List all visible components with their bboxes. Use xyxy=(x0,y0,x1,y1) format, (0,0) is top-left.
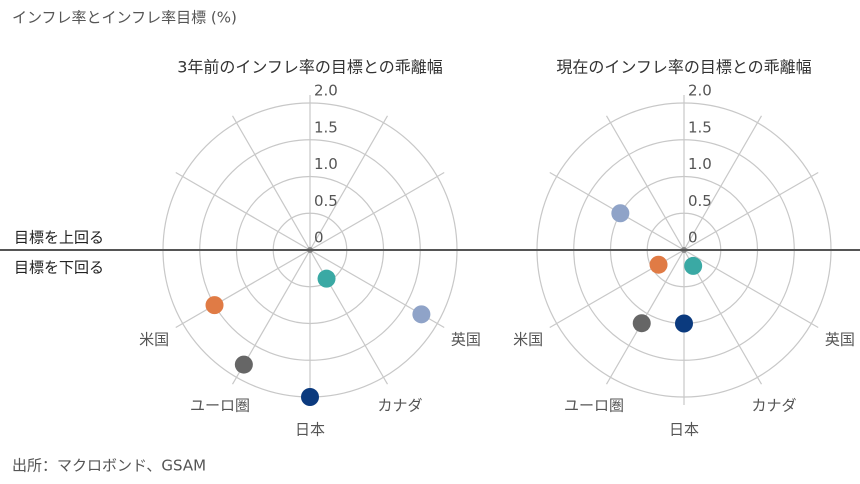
category-label: カナダ xyxy=(377,396,422,414)
category-label: ユーロ圏 xyxy=(190,396,250,414)
r-tick-label: 0.5 xyxy=(688,192,712,210)
chart-title: 現在のインフレ率の目標との乖離幅 xyxy=(556,58,811,77)
category-label: 英国 xyxy=(825,331,855,349)
point xyxy=(675,314,693,333)
category-label: 日本 xyxy=(669,421,699,439)
page-title: インフレ率とインフレ率目標 (%) xyxy=(12,9,237,27)
source: 出所：マクロボンド、GSAM xyxy=(12,457,206,475)
point xyxy=(205,296,224,315)
point xyxy=(611,204,630,223)
point xyxy=(317,269,336,288)
r-tick-label: 2.0 xyxy=(688,82,712,100)
r-tick-label: 0 xyxy=(314,229,324,247)
r-tick-label: 1.0 xyxy=(688,155,712,173)
point xyxy=(412,305,431,324)
category-label: 英国 xyxy=(451,331,481,349)
category-label: 日本 xyxy=(295,421,325,439)
r-tick-label: 0.5 xyxy=(314,192,338,210)
point xyxy=(301,388,319,406)
category-label: 米国 xyxy=(139,331,169,349)
point xyxy=(234,355,253,374)
marks xyxy=(205,204,703,406)
r-tick-label: 1.5 xyxy=(688,118,712,136)
point xyxy=(684,256,703,275)
r-tick-label: 1.5 xyxy=(314,118,338,136)
r-tick-label: 2.0 xyxy=(314,82,338,100)
r-tick-label: 1.0 xyxy=(314,155,338,173)
point xyxy=(649,255,668,274)
category-label: カナダ xyxy=(751,396,796,414)
category-label: 米国 xyxy=(513,331,543,349)
category-label: ユーロ圏 xyxy=(564,396,624,414)
chart-title: 3年前のインフレ率の目標との乖離幅 xyxy=(177,58,443,77)
annotation: 目標を下回る xyxy=(14,259,104,277)
annotation: 目標を上回る xyxy=(14,229,104,247)
r-tick-label: 0 xyxy=(688,229,698,247)
point xyxy=(632,314,651,333)
